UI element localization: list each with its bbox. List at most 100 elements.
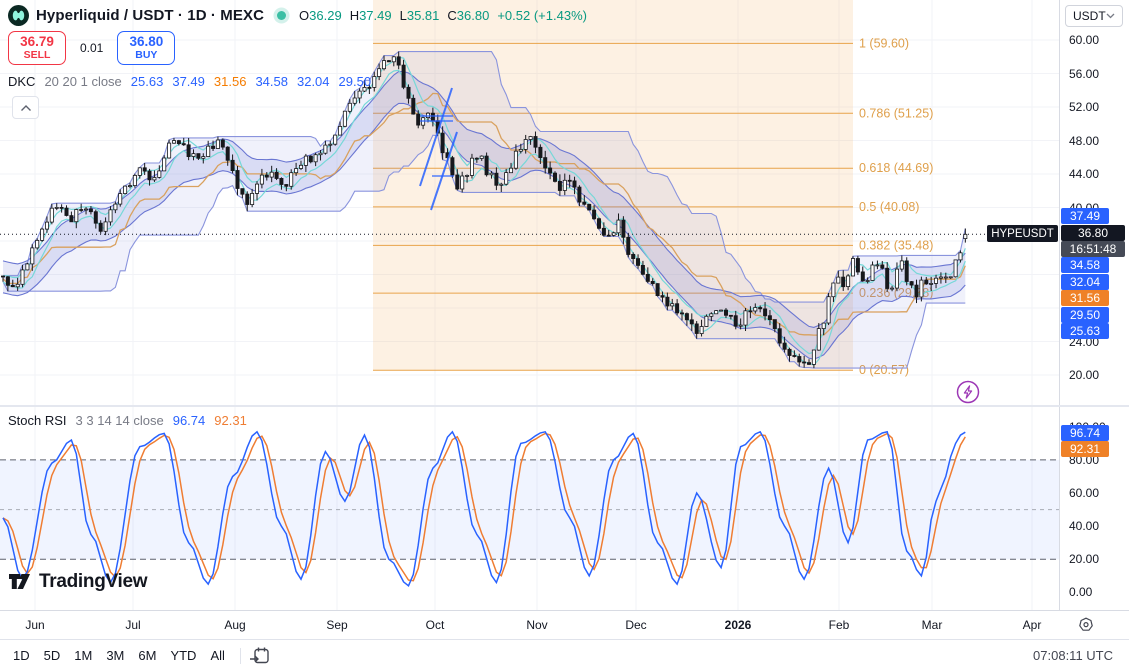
last-price-symbol-label: HYPEUSDT xyxy=(987,225,1058,242)
candle-body xyxy=(347,102,352,112)
candle-body xyxy=(748,310,753,313)
axis-price-badge: 31.56 xyxy=(1061,290,1109,306)
time-axis-settings-icon[interactable] xyxy=(1078,617,1094,638)
fib-level-label: 0.786 (51.25) xyxy=(859,106,933,120)
candle-body xyxy=(274,171,279,179)
candle-body xyxy=(640,264,645,275)
candle-body xyxy=(787,348,792,356)
candle-body xyxy=(811,349,816,365)
candle-body xyxy=(929,282,934,285)
candle-body xyxy=(616,219,621,234)
candle-body xyxy=(30,247,35,265)
candle-body xyxy=(308,155,313,163)
candle-body xyxy=(411,97,416,115)
dkc-value: 31.56 xyxy=(213,74,247,89)
range-button-1d[interactable]: 1D xyxy=(13,648,30,663)
candle-body xyxy=(367,87,372,89)
go-to-date-icon[interactable] xyxy=(249,646,271,666)
candle-body xyxy=(162,157,167,172)
fib-level-label: 1 (59.60) xyxy=(859,36,909,50)
stoch-rsi-legend[interactable]: Stoch RSI 3 3 14 14 close 96.74 92.31 xyxy=(8,413,247,428)
time-axis-label: Dec xyxy=(625,618,647,632)
market-status-dot-icon[interactable] xyxy=(277,11,287,20)
dkc-inner-lower xyxy=(2,102,966,360)
candle-body xyxy=(152,177,157,181)
candle-body xyxy=(264,174,269,178)
candle-body xyxy=(953,259,958,278)
dkc-mid-line xyxy=(2,92,966,336)
candle-body xyxy=(513,150,518,169)
drawn-trendline[interactable] xyxy=(430,131,458,211)
sell-button[interactable]: 36.79 SELL xyxy=(8,31,66,65)
pane-separator[interactable] xyxy=(0,405,1129,407)
tradingview-logo-icon xyxy=(9,574,30,589)
candle-body xyxy=(636,258,641,266)
fib-retracement-zone[interactable] xyxy=(373,0,853,371)
candle-body xyxy=(724,309,729,316)
candle-body xyxy=(885,267,890,289)
main-chart-pane[interactable]: 1 (59.60) 0.786 (51.25) 0.618 (44.69) 0.5 (… xyxy=(0,0,1059,406)
candle-body xyxy=(714,310,719,315)
candle-body xyxy=(294,168,299,174)
dkc-values: 25.63 37.49 31.56 34.58 32.04 29.50 xyxy=(131,74,371,89)
instant-trade-button[interactable] xyxy=(955,379,981,405)
candle-body xyxy=(220,139,225,148)
dkc-outer-band-fill xyxy=(3,51,966,369)
candle-body xyxy=(934,277,939,284)
candle-body xyxy=(660,295,665,298)
candle-body xyxy=(606,234,611,237)
range-button-ytd[interactable]: YTD xyxy=(170,648,197,663)
candle-body xyxy=(147,170,152,181)
candle-body xyxy=(79,209,84,211)
currency-selector[interactable]: USDT xyxy=(1065,5,1123,27)
stoch-rsi-pane[interactable] xyxy=(0,407,1059,610)
candle-body xyxy=(680,312,685,315)
candle-body xyxy=(528,136,533,140)
candle-body xyxy=(250,192,255,205)
utc-clock[interactable]: 07:08:11 UTC xyxy=(1033,648,1113,663)
candle-body xyxy=(469,157,474,176)
fib-level-label: 0 (20.57) xyxy=(859,363,909,377)
candle-body xyxy=(963,233,968,240)
candle-body xyxy=(171,140,176,144)
candle-body xyxy=(577,186,582,203)
candle-body xyxy=(797,356,802,363)
drawn-trendline[interactable] xyxy=(419,87,453,187)
time-axis[interactable]: Jun Jul Aug Sep Oct Nov Dec 2026 Feb Mar Apr xyxy=(0,610,1129,639)
time-axis-label: Aug xyxy=(224,618,246,632)
buy-button[interactable]: 36.80 BUY xyxy=(117,31,176,65)
range-button-all[interactable]: All xyxy=(210,648,225,663)
price-scale-axis[interactable]: USDT 60.0056.0052.0048.0044.0040.0024.00… xyxy=(1059,0,1129,638)
candle-body xyxy=(460,175,465,190)
candle-body xyxy=(406,86,411,99)
dkc-indicator-legend[interactable]: DKC 20 20 1 close 25.63 37.49 31.56 34.58 32… xyxy=(8,74,371,89)
collapse-pane-button[interactable] xyxy=(12,96,39,119)
axis-price-badge: 25.63 xyxy=(1061,323,1109,339)
candle-body xyxy=(245,193,250,205)
symbol-title[interactable]: Hyperliquid / USDT · 1D · MEXC xyxy=(36,7,265,24)
range-button-6m[interactable]: 6M xyxy=(138,648,157,663)
candle-body xyxy=(821,322,826,330)
candle-body xyxy=(670,303,675,307)
candle-body xyxy=(753,307,758,312)
price-tick-label: 56.00 xyxy=(1069,66,1100,81)
tradingview-watermark[interactable]: TradingView xyxy=(8,571,148,593)
candle-body xyxy=(816,328,821,351)
fib-level-label: 0.5 (40.08) xyxy=(859,200,919,214)
candle-body xyxy=(0,275,6,278)
candle-body xyxy=(626,236,631,255)
candle-body xyxy=(318,152,323,156)
range-button-1m[interactable]: 1M xyxy=(74,648,93,663)
range-button-3m[interactable]: 3M xyxy=(106,648,125,663)
candle-body xyxy=(338,126,343,136)
candle-body xyxy=(836,276,841,284)
axis-price-badge: 34.58 xyxy=(1061,257,1109,273)
lightning-icon xyxy=(956,380,980,404)
candle-body xyxy=(807,362,812,365)
candle-body xyxy=(767,315,772,321)
time-axis-label: Oct xyxy=(425,618,445,632)
range-button-5d[interactable]: 5D xyxy=(43,648,61,663)
candle-body xyxy=(15,283,20,288)
candle-body xyxy=(440,132,445,154)
candle-body xyxy=(196,153,201,159)
